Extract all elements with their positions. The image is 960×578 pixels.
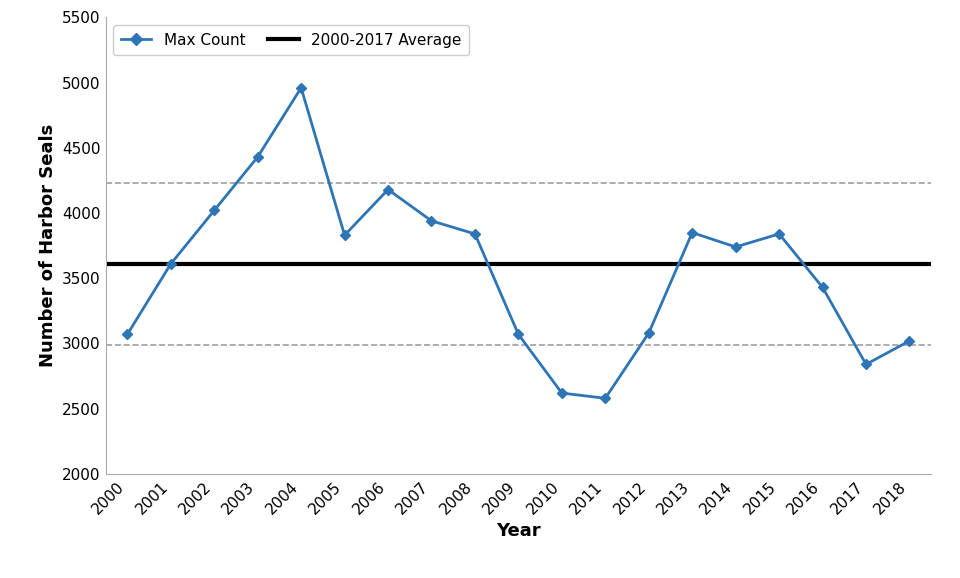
X-axis label: Year: Year: [496, 523, 540, 540]
Y-axis label: Number of Harbor Seals: Number of Harbor Seals: [38, 124, 57, 367]
Legend: Max Count, 2000-2017 Average: Max Count, 2000-2017 Average: [113, 25, 469, 55]
